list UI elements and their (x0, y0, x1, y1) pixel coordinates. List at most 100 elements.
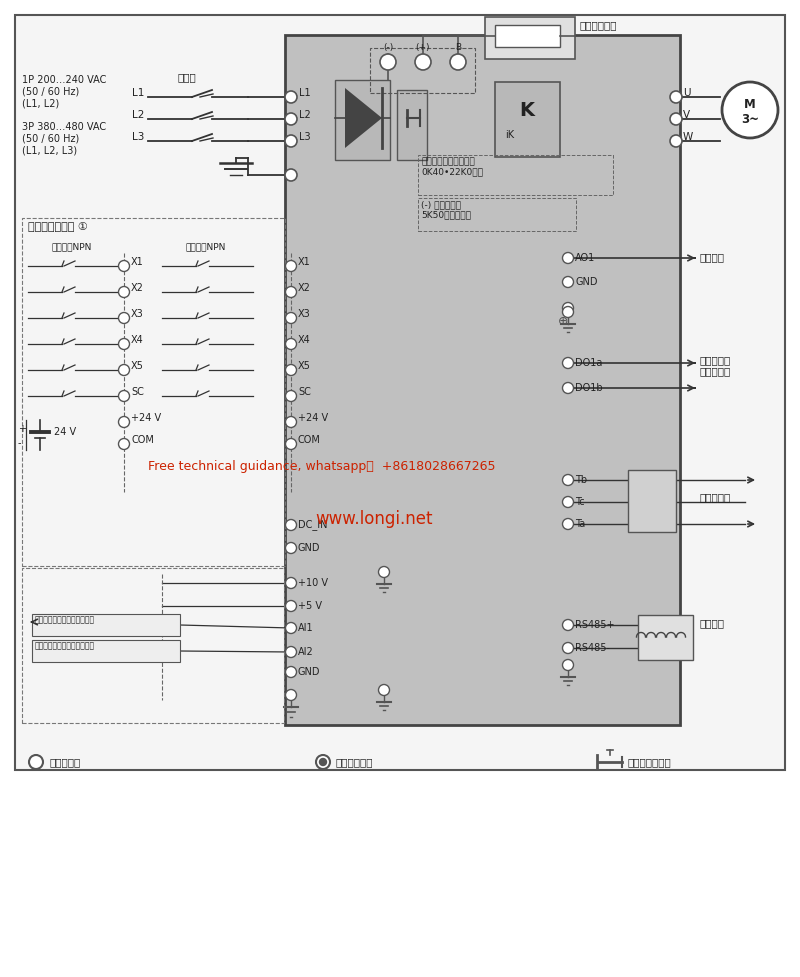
Text: (+): (+) (416, 43, 430, 52)
Circle shape (380, 54, 396, 70)
Circle shape (562, 475, 574, 486)
Text: 开路集电极
或脉冲输出: 开路集电极 或脉冲输出 (700, 355, 731, 376)
Bar (397, 90, 427, 160)
Text: DC_IN: DC_IN (298, 520, 327, 531)
Circle shape (562, 252, 574, 264)
Text: AO1: AO1 (575, 253, 595, 263)
Circle shape (286, 647, 297, 658)
Text: RS485-: RS485- (575, 643, 610, 653)
Circle shape (285, 135, 297, 147)
Circle shape (286, 338, 297, 350)
Text: 24 V: 24 V (54, 427, 76, 437)
Circle shape (118, 416, 130, 428)
Bar (32, 614, 180, 636)
Text: X2: X2 (298, 283, 311, 293)
Text: -: - (18, 438, 22, 448)
Circle shape (286, 622, 297, 633)
Bar (22, 568, 284, 723)
Text: GND: GND (298, 543, 321, 553)
Circle shape (562, 383, 574, 394)
Text: 多功能数字输入 ①: 多功能数字输入 ① (28, 221, 88, 231)
Text: 模拟电压输入／模拟电流输入: 模拟电压输入／模拟电流输入 (35, 642, 95, 651)
Text: X1: X1 (298, 257, 310, 267)
Circle shape (29, 755, 43, 769)
Text: Tb: Tb (575, 475, 587, 485)
Text: +10 V: +10 V (298, 578, 328, 588)
Text: www.longi.net: www.longi.net (315, 510, 433, 528)
Text: RS485+: RS485+ (575, 620, 614, 630)
Text: X3: X3 (298, 309, 310, 319)
Circle shape (562, 519, 574, 530)
Text: +24 V: +24 V (131, 413, 161, 423)
Text: COM: COM (131, 435, 154, 445)
Circle shape (562, 659, 574, 670)
Circle shape (285, 113, 297, 125)
Circle shape (286, 577, 297, 588)
Circle shape (286, 690, 297, 701)
Circle shape (378, 685, 390, 696)
Text: X4: X4 (298, 335, 310, 345)
Text: L2: L2 (299, 110, 310, 120)
Circle shape (562, 303, 574, 314)
Text: X4: X4 (131, 335, 144, 345)
Text: 内部电源NPN: 内部电源NPN (185, 242, 226, 251)
Text: COM: COM (298, 435, 321, 445)
Text: +5 V: +5 V (298, 601, 322, 611)
Circle shape (286, 364, 297, 375)
Text: 总开关: 总开关 (178, 72, 197, 82)
Circle shape (316, 755, 330, 769)
Circle shape (285, 91, 297, 103)
Circle shape (286, 666, 297, 677)
Polygon shape (345, 88, 382, 148)
Text: SC: SC (298, 387, 311, 397)
Text: X5: X5 (298, 361, 311, 371)
Text: Free technical guidance, whatsapp：  +8618028667265: Free technical guidance, whatsapp： +8618… (148, 460, 495, 473)
Bar (370, 48, 475, 93)
Bar (418, 155, 613, 195)
Text: AI1: AI1 (298, 623, 314, 633)
Text: 控制回路端子: 控制回路端子 (336, 757, 374, 767)
Text: (-) 端子适用于
5K50及以上机型: (-) 端子适用于 5K50及以上机型 (421, 200, 471, 220)
Text: 3P 380…480 VAC
(50 / 60 Hz)
(L1, L2, L3): 3P 380…480 VAC (50 / 60 Hz) (L1, L2, L3) (22, 122, 106, 155)
Bar (495, 25, 560, 47)
Text: GND: GND (298, 667, 321, 677)
Text: U: U (683, 88, 690, 98)
Text: 需使用屏蔽电罆: 需使用屏蔽电罆 (628, 757, 672, 767)
Bar (638, 615, 693, 660)
Bar (335, 80, 390, 160)
Circle shape (286, 416, 297, 428)
Text: L1: L1 (299, 88, 310, 98)
Text: K: K (519, 101, 534, 119)
Text: 继电器输出: 继电器输出 (700, 492, 731, 502)
Bar (485, 17, 575, 59)
Bar (32, 640, 180, 662)
Text: 主回路端子: 主回路端子 (49, 757, 80, 767)
Text: X2: X2 (131, 283, 144, 293)
Text: ⊕: ⊕ (558, 315, 568, 328)
Circle shape (118, 286, 130, 298)
Circle shape (562, 496, 574, 507)
Text: M
3~: M 3~ (741, 98, 759, 126)
Text: X5: X5 (131, 361, 144, 371)
Text: L3: L3 (299, 132, 310, 142)
Circle shape (670, 135, 682, 147)
Text: Tc: Tc (575, 497, 585, 507)
Circle shape (562, 619, 574, 630)
Text: GND: GND (575, 277, 598, 287)
Text: L3: L3 (132, 132, 144, 142)
Text: DO1a: DO1a (575, 358, 602, 368)
Text: +24 V: +24 V (298, 413, 328, 423)
Text: SC: SC (131, 387, 144, 397)
Circle shape (286, 261, 297, 272)
Text: DO1b: DO1b (575, 383, 602, 393)
Circle shape (562, 643, 574, 654)
Text: 模拟电压输入／模拟电流输入: 模拟电压输入／模拟电流输入 (35, 616, 95, 624)
Text: 外部电源NPN: 外部电源NPN (52, 242, 92, 251)
Circle shape (286, 601, 297, 612)
Text: (-): (-) (383, 43, 393, 52)
Text: L2: L2 (132, 110, 144, 120)
Text: 通讯接口: 通讯接口 (700, 618, 725, 628)
Bar (418, 198, 576, 231)
Circle shape (118, 391, 130, 402)
Bar (22, 218, 285, 566)
